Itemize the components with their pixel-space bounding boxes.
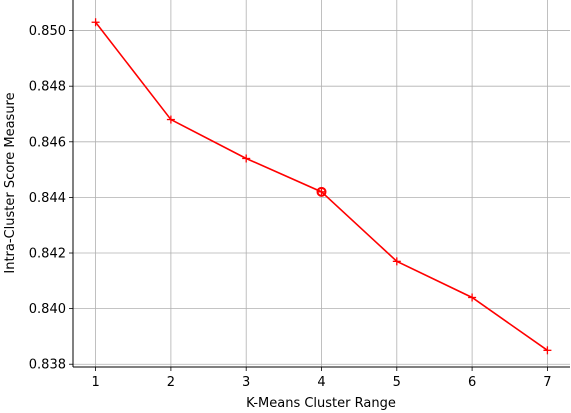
data-point-marker: [317, 187, 326, 196]
ticks: 1 2 3 4 5 6 7 0.838 0.840 0.842 0.844 0.846 0.848 0.8…: [29, 24, 552, 390]
data-point-marker: [91, 18, 100, 27]
data-point-marker: [392, 257, 401, 266]
x-tick-label: 4: [317, 375, 325, 390]
data-point-marker: [468, 293, 477, 302]
grid: [73, 0, 570, 367]
data-point-marker: [543, 346, 552, 355]
x-tick-label: 2: [167, 375, 175, 390]
y-tick-label: 0.846: [29, 135, 66, 150]
data-point-marker: [242, 154, 251, 163]
series: [91, 18, 552, 355]
y-tick-label: 0.850: [29, 24, 66, 39]
y-tick-label: 0.838: [29, 358, 66, 373]
data-point-marker: [166, 115, 175, 124]
y-axis-label: Intra-Cluster Score Measure: [3, 92, 18, 273]
x-tick-label: 6: [468, 375, 476, 390]
highlight-marker: [316, 186, 327, 197]
y-tick-label: 0.848: [29, 80, 66, 95]
x-axis-label: K-Means Cluster Range: [246, 396, 396, 411]
y-tick-label: 0.842: [29, 247, 66, 262]
x-tick-label: 7: [543, 375, 551, 390]
y-tick-label: 0.840: [29, 302, 66, 317]
x-tick-label: 5: [393, 375, 401, 390]
x-tick-label: 1: [91, 375, 99, 390]
x-tick-label: 3: [242, 375, 250, 390]
y-tick-label: 0.844: [29, 191, 66, 206]
